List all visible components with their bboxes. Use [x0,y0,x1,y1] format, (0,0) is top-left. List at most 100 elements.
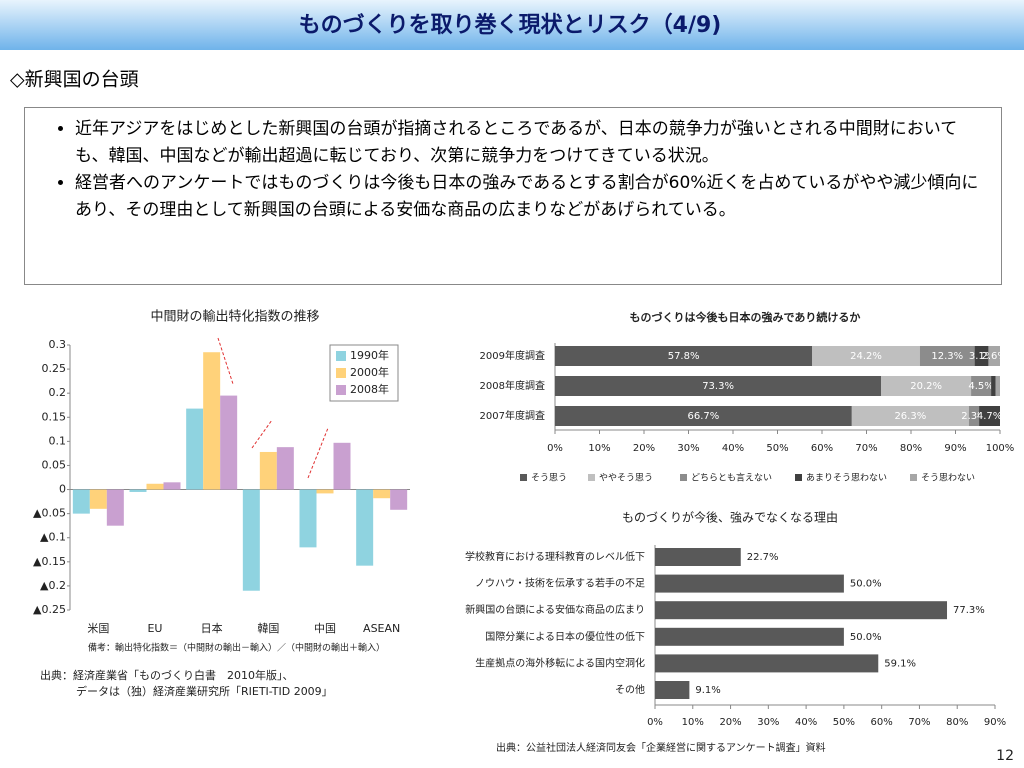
value-label: 20.2% [910,381,942,392]
y-tick-label: 0 [59,483,66,496]
x-tick-label: 90% [944,443,966,454]
bullet: 近年アジアをはじめとした新興国の台頭が指摘されるところであるが、日本の競争力が強… [75,116,989,170]
y-tick-label: 国際分業による日本の優位性の低下 [485,630,645,643]
value-label: 50.0% [850,579,882,590]
chart-title: 中間財の輸出特化指数の推移 [150,310,319,325]
value-label: 59.1% [884,658,916,669]
legend-swatch [520,474,527,481]
value-label: 24.2% [850,351,882,362]
bar [655,548,741,566]
bar [655,601,948,620]
x-tick-label: 80% [900,443,922,454]
y-tick-label: 生産拠点の海外移転による国内空洞化 [475,656,645,669]
bar-segment [988,346,1000,366]
legend-swatch [588,474,595,481]
y-tick-label: 学校教育における理科教育のレベル低下 [465,550,645,563]
bar [356,489,374,566]
bar-segment [979,406,1000,426]
x-tick-label: 30% [757,717,779,728]
bar-segment [968,406,980,426]
x-tick-label: 40% [722,443,744,454]
bar [655,654,879,673]
y-tick-label: 2009年度調査 [480,349,545,362]
y-tick-label: ▲0.05 [33,507,66,520]
bar [220,395,238,490]
bar [655,627,844,646]
y-tick-label: ノウハウ・技術を伝承する若手の不足 [475,577,645,590]
bar [316,489,334,494]
legend-label: そう思わない [921,473,975,484]
legend-label: 1990年 [350,348,389,362]
x-tick-label: 100% [986,443,1015,454]
annotation-arrows [217,337,329,479]
y-tick-label: 0.1 [49,434,67,447]
bar [163,482,181,490]
legend-swatch [336,351,346,361]
value-label: 22.7% [747,552,779,563]
bar-segment [971,376,992,396]
x-tick-label: ASEAN [363,622,400,635]
bar [655,681,690,699]
y-tick-label: ▲0.15 [33,555,66,568]
bar-segment [919,346,975,366]
bar-segment [555,346,813,366]
subtitle: ◇新興国の台頭 [10,69,139,91]
x-tick-label: 20% [633,443,655,454]
y-tick-label: 2007年度調査 [480,409,545,422]
x-tick-label: 0% [547,443,563,454]
bar-segment [555,376,882,396]
bar-segment [851,406,969,426]
source: 出典：公益社団法人経済同友会「企業経営に関するアンケート調査」資料 [496,741,826,754]
bar [72,489,90,514]
x-tick-label: 90% [984,717,1006,728]
legend-label: どちらとも言えない [691,472,772,484]
value-label: 9.1% [695,685,720,696]
legend-label: 2008年 [350,382,389,396]
bar-segment [812,346,920,366]
y-tick-label: その他 [615,683,645,696]
x-tick-label: 40% [795,717,817,728]
x-tick-label: EU [147,622,162,635]
bullet-box: 近年アジアをはじめとした新興国の台頭が指摘されるところであるが、日本の競争力が強… [24,107,1002,285]
y-tick-label: 0.3 [49,338,67,351]
legend-swatch [336,385,346,395]
x-tick-label: 70% [908,717,930,728]
page-number: 12 [996,748,1014,764]
bar [146,483,164,490]
x-tick-label: 日本 [201,621,223,635]
value-label: 4.5% [968,381,993,392]
value-label: 12.3% [931,351,963,362]
bar [242,489,260,591]
header-bar [0,0,1024,50]
bar-segment [881,376,972,396]
x-tick-label: 韓国 [257,622,279,635]
value-label: 73.3% [702,381,734,392]
bar [89,489,107,509]
value-label: 2.6% [982,351,1007,362]
bar [259,451,277,490]
legend-label: ややそう思う [599,473,653,484]
chart-note: 備考：輸出特化指数＝（中間財の輸出－輸入）／（中間財の輸出＋輸入） [88,642,385,654]
x-tick-label: 60% [811,443,833,454]
y-tick-label: 0.05 [42,458,67,471]
x-tick-label: 中国 [314,622,336,635]
value-label: 77.3% [953,605,985,616]
x-tick-label: 30% [677,443,699,454]
x-tick-label: 10% [682,717,704,728]
bar [276,447,294,490]
bar [186,408,204,490]
y-tick-label: 新興国の台頭による安価な商品の広まり [465,603,645,616]
legend-swatch [336,368,346,378]
y-tick-label: 0.25 [42,362,67,375]
value-label: 2.3% [961,411,986,422]
x-tick-label: 70% [855,443,877,454]
y-tick-label: 0.15 [42,410,67,423]
x-tick-label: 20% [719,717,741,728]
bar [655,574,844,593]
value-label: 50.0% [850,632,882,643]
bar [129,489,147,492]
x-tick-label: 米国 [87,622,109,635]
bar-segment [974,346,989,366]
